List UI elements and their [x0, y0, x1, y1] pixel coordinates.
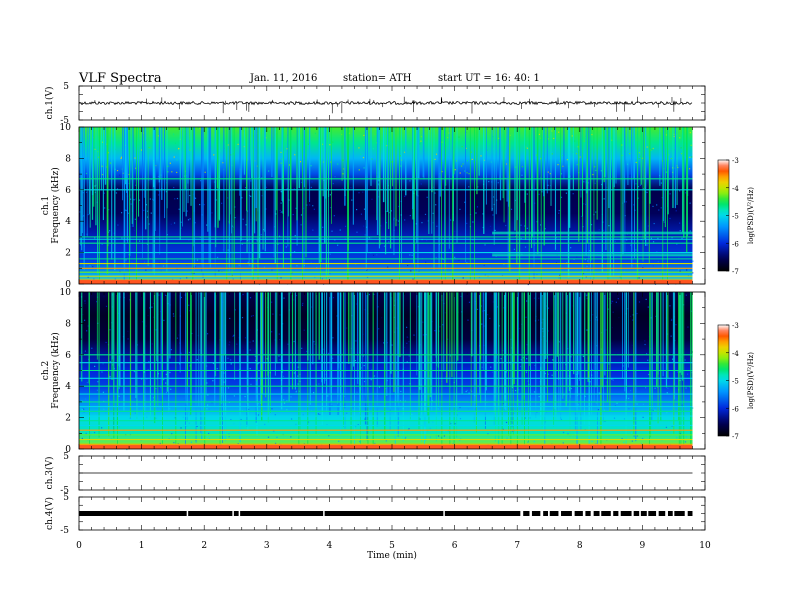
- colorbar-label: log(PSD)(V²/Hz): [747, 187, 755, 244]
- signal-trace: [78, 100, 693, 106]
- ytick-label: 5: [63, 452, 69, 462]
- signal-gap: [665, 510, 668, 517]
- signal-gap: [520, 510, 524, 517]
- signal-gap: [323, 510, 325, 517]
- colorbar-tick-label: -7: [732, 433, 739, 441]
- colorbar-tick-label: -5: [732, 378, 739, 386]
- colorbar-tick-label: -4: [732, 185, 739, 193]
- colorbar-tick-label: -3: [732, 157, 739, 165]
- signal-gap: [540, 510, 544, 517]
- xlabel: Time (min): [367, 550, 417, 561]
- signal-gap: [610, 510, 614, 517]
- ytick-label: 4: [65, 217, 71, 227]
- date-label: Jan. 11, 2016: [250, 73, 318, 84]
- ytick-label: 2: [65, 249, 71, 259]
- colorbar-tick-label: -7: [732, 268, 739, 276]
- signal-gap: [639, 510, 641, 517]
- signal-gap: [684, 510, 688, 517]
- signal-gap: [558, 510, 562, 517]
- chart-title: VLF Spectra: [79, 71, 162, 86]
- colorbar-tick-label: -4: [732, 350, 739, 358]
- signal-gap: [656, 510, 659, 517]
- colorbar-label: log(PSD)(V²/Hz): [747, 352, 755, 409]
- colorbar-tick-label: -6: [732, 240, 739, 248]
- colorbar: [717, 324, 730, 437]
- ytick-label: 10: [60, 288, 72, 298]
- ylabel: ch.4(V): [44, 497, 55, 530]
- signal-gap: [548, 510, 550, 517]
- ytick-label: 0: [65, 280, 71, 290]
- ytick-label: 5: [63, 493, 69, 503]
- signal-gap: [590, 510, 594, 517]
- signal-gap: [618, 510, 621, 517]
- xtick-label: 3: [264, 541, 270, 551]
- colorbar-tick-label: -5: [732, 213, 739, 221]
- channel-label: ch.1: [41, 196, 51, 215]
- ytick-label: 6: [65, 186, 71, 196]
- xtick-label: 4: [327, 541, 333, 551]
- low-frequency-band: [79, 445, 693, 449]
- signal-gap: [582, 510, 586, 517]
- xtick-label: 9: [640, 541, 646, 551]
- spectrogram-ch2: [78, 291, 730, 451]
- xtick-label: 6: [452, 541, 458, 551]
- line-panel-ch4v: [78, 496, 706, 531]
- colorbar-tick-label: -6: [732, 405, 739, 413]
- ytick-label: -5: [60, 116, 69, 126]
- ylabel: ch.1(V): [44, 87, 55, 120]
- ytick-label: 0: [65, 445, 71, 455]
- xtick-label: 8: [577, 541, 583, 551]
- ytick-label: 10: [60, 123, 72, 133]
- ytick-label: 6: [65, 351, 71, 361]
- channel-label: ch.2: [41, 361, 51, 380]
- signal-gap: [646, 510, 649, 517]
- line-panel-ch3v: [78, 455, 706, 491]
- signal-gap: [232, 510, 234, 517]
- station-label: station= ATH: [343, 73, 412, 84]
- ytick-label: 4: [65, 382, 71, 392]
- signal-gap: [443, 510, 445, 517]
- signal-gap: [186, 510, 189, 517]
- line-panel-ch1v: [78, 85, 706, 121]
- xtick-label: 10: [699, 541, 711, 551]
- ylabel: Frequency (kHz): [50, 167, 61, 244]
- xtick-label: 2: [201, 541, 207, 551]
- xtick-label: 5: [389, 541, 395, 551]
- signal-gap: [672, 510, 675, 517]
- signal-gap: [529, 510, 532, 517]
- signal-gap: [599, 510, 602, 517]
- signal-gap: [571, 510, 575, 517]
- ytick-label: 8: [65, 319, 71, 329]
- colorbar: [717, 159, 730, 272]
- signal-trace: [79, 511, 693, 516]
- ytick-label: 8: [65, 154, 71, 164]
- colorbar-tick-label: -3: [732, 322, 739, 330]
- spectrogram-ch1: [78, 126, 730, 286]
- ytick-label: -5: [60, 526, 69, 536]
- xtick-label: 7: [514, 541, 520, 551]
- ylabel: Frequency (kHz): [50, 332, 61, 409]
- signal-gap: [238, 510, 241, 517]
- low-frequency-band: [79, 280, 693, 284]
- signal-gap: [631, 510, 634, 517]
- ytick-label: 5: [63, 82, 69, 92]
- xtick-label: 1: [139, 541, 145, 551]
- start-time-label: start UT = 16: 40: 1: [438, 73, 540, 84]
- xtick-label: 0: [76, 541, 82, 551]
- ytick-label: -5: [60, 486, 69, 496]
- ytick-label: 2: [65, 414, 71, 424]
- ylabel: ch.3(V): [44, 457, 55, 490]
